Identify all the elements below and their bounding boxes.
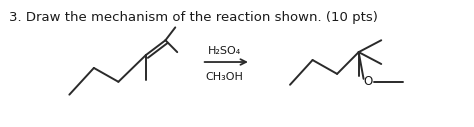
Text: CH₃OH: CH₃OH	[205, 72, 243, 82]
Text: 3. Draw the mechanism of the reaction shown. (10 pts): 3. Draw the mechanism of the reaction sh…	[9, 11, 377, 24]
Text: O: O	[364, 75, 373, 88]
Text: H₂SO₄: H₂SO₄	[208, 46, 241, 56]
